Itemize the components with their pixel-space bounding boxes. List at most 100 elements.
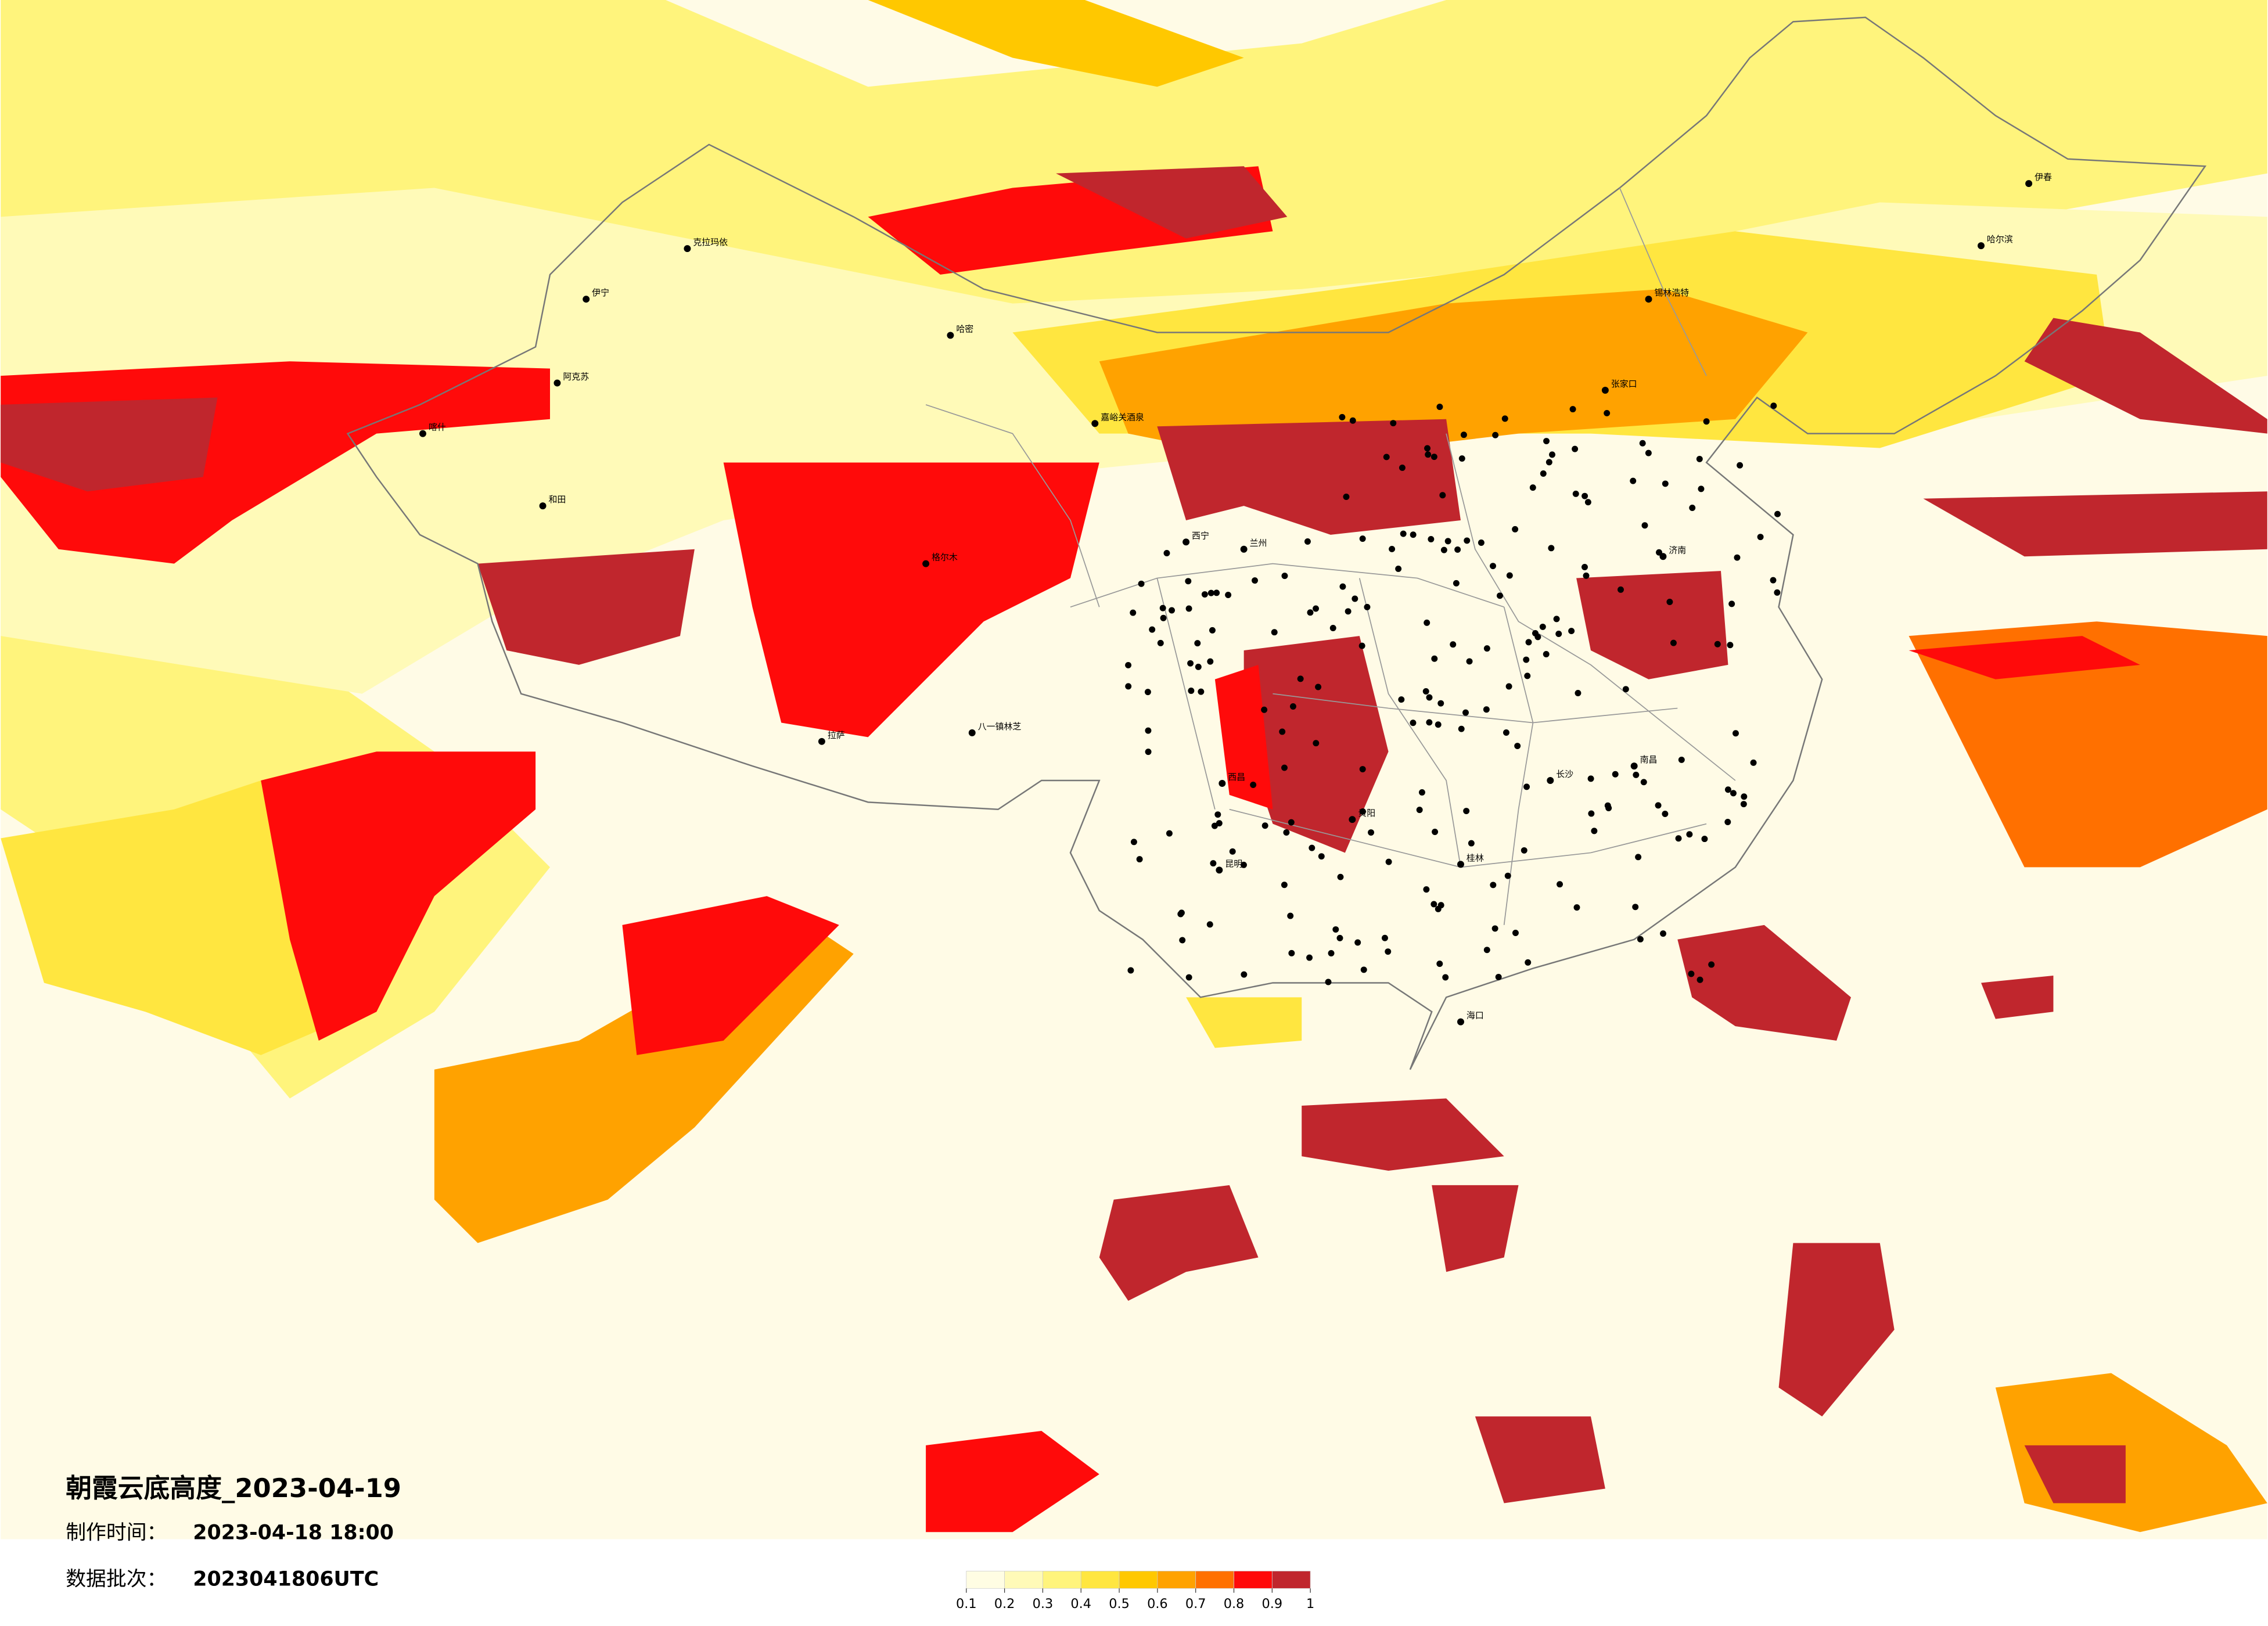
station-dot: [1194, 640, 1201, 647]
station-dot: [1127, 967, 1134, 974]
station-dot: [1462, 709, 1469, 716]
province-border: [925, 404, 1100, 607]
station-dot: [1145, 749, 1152, 756]
station-dot: [1423, 886, 1430, 893]
station-dot: [1385, 948, 1392, 955]
cloud-area: [1157, 419, 1461, 535]
city-dot: [922, 560, 930, 567]
city-label: 兰州: [1250, 538, 1267, 548]
station-dot: [1525, 639, 1532, 646]
legend-swatch: [966, 1571, 1005, 1589]
station-dot: [1514, 743, 1521, 750]
city-dot: [1216, 866, 1223, 874]
station-dot: [1261, 822, 1268, 829]
station-dot: [1358, 642, 1365, 649]
station-dot: [1483, 947, 1490, 954]
station-dot: [1207, 658, 1214, 665]
city-dot: [539, 502, 547, 510]
station-dot: [1633, 771, 1640, 778]
station-dot: [1724, 819, 1731, 825]
station-dot: [1288, 819, 1295, 826]
station-dot: [1201, 591, 1208, 598]
station-dot: [1442, 974, 1449, 981]
station-dot: [1724, 786, 1731, 793]
station-dot: [1678, 756, 1685, 763]
station-dot: [1437, 700, 1444, 707]
station-dot: [1504, 872, 1511, 879]
station-dot: [1352, 595, 1358, 602]
station-dot: [1478, 539, 1485, 546]
station-dot: [1279, 728, 1286, 735]
station-dot: [1612, 771, 1619, 778]
station-dot: [1345, 608, 1352, 615]
station-dot: [1207, 589, 1214, 596]
city-dot: [1645, 296, 1652, 303]
station-dot: [1523, 783, 1530, 790]
station-dot: [1492, 431, 1499, 438]
legend-swatch: [1004, 1571, 1043, 1589]
station-dot: [1385, 858, 1392, 865]
cloud-area: [1186, 997, 1302, 1048]
station-dot: [1640, 779, 1647, 786]
legend-tick-label: 0.7: [1185, 1596, 1206, 1611]
legend-swatch: [1234, 1571, 1273, 1589]
station-dot: [1572, 490, 1579, 497]
station-dot: [1737, 462, 1744, 469]
station-dot: [1343, 494, 1350, 500]
station-dot: [1505, 683, 1512, 690]
station-dot: [1177, 911, 1184, 918]
city-dot: [1659, 553, 1667, 560]
station-dot: [1400, 530, 1407, 537]
station-dot: [1582, 492, 1588, 499]
legend-tick-label: 0.9: [1262, 1596, 1283, 1611]
station-dot: [1281, 882, 1288, 888]
city-dot: [1978, 242, 1985, 250]
station-dot: [1435, 721, 1442, 728]
station-dot: [1573, 904, 1580, 911]
station-dot: [1670, 639, 1677, 646]
legend: 0.1 0.2 0.3 0.4 0.5 0.6 0.7 0.8 0.9 1: [956, 1571, 1314, 1611]
station-dot: [1313, 740, 1320, 747]
station-dot: [1328, 950, 1335, 957]
station-dot: [1206, 921, 1213, 928]
station-dot: [1466, 658, 1473, 665]
station-dot: [1426, 694, 1433, 701]
legend-tick-label: 0.5: [1109, 1596, 1130, 1611]
station-dot: [1360, 966, 1367, 973]
station-dot: [1179, 937, 1186, 944]
station-dot: [1741, 793, 1748, 800]
station-dot: [1632, 904, 1639, 911]
station-dot: [1675, 835, 1682, 842]
legend-tick-label: 0.8: [1224, 1596, 1245, 1611]
station-dot: [1309, 844, 1315, 851]
station-dot: [1604, 409, 1611, 416]
station-dot: [1332, 926, 1339, 933]
station-dot: [1545, 459, 1552, 466]
station-dot: [1157, 639, 1164, 646]
station-dot: [1297, 675, 1304, 682]
cloud-area: [1981, 976, 2054, 1019]
station-dot: [1240, 861, 1247, 868]
station-dot: [1453, 580, 1460, 587]
station-dot: [1252, 577, 1258, 584]
station-dot: [1250, 782, 1257, 789]
station-dot: [1225, 592, 1232, 598]
city-label: 喀什: [429, 422, 446, 433]
station-dot: [1523, 656, 1530, 663]
station-dot: [1512, 526, 1519, 533]
station-dot: [1714, 641, 1721, 647]
station-dot: [1418, 789, 1425, 796]
station-dot: [1524, 672, 1531, 679]
station-dot: [1770, 402, 1777, 409]
legend-tick-label: 0.3: [1033, 1596, 1054, 1611]
station-dot: [1416, 807, 1423, 814]
city-dot: [583, 296, 590, 303]
batch-label: 数据批次：: [66, 1567, 167, 1591]
legend-swatch: [1271, 1571, 1311, 1589]
station-dot: [1495, 973, 1502, 980]
legend-swatch: [1119, 1571, 1158, 1589]
station-dot: [1506, 572, 1513, 579]
station-dot: [1214, 811, 1221, 818]
station-dot: [1169, 607, 1175, 614]
